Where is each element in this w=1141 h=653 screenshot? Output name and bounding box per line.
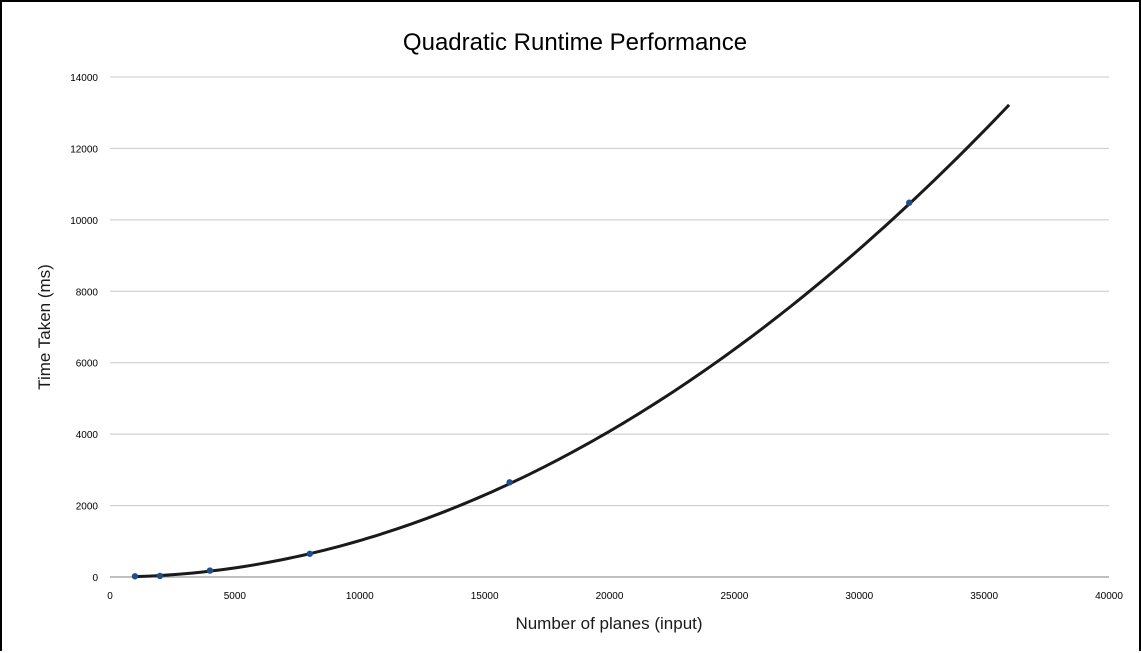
x-tick-label-40000: 40000 — [1095, 591, 1123, 602]
chart-title: Quadratic Runtime Performance — [403, 29, 747, 56]
data-point-0-2 — [206, 567, 214, 574]
data-point-0-3 — [306, 550, 313, 557]
y-tick-label-8000: 8000 — [76, 287, 99, 298]
y-axis-ticks: 0 2000 4000 6000 8000 10000 12000 14000 — [70, 73, 98, 584]
x-tick-label-0: 0 — [107, 591, 113, 602]
x-tick-label-15000: 15000 — [471, 591, 499, 602]
y-tick-label-12000: 12000 — [70, 144, 98, 155]
data-point-0-0 — [131, 573, 139, 580]
y-tick-label-4000: 4000 — [76, 430, 99, 441]
data-point-0-1 — [156, 572, 164, 580]
x-axis-ticks: 0 5000 10000 15000 20000 25000 30000 35000 40000 — [107, 591, 1123, 602]
x-tick-label-20000: 20000 — [596, 591, 624, 602]
y-tick-label-6000: 6000 — [76, 359, 99, 370]
trendline — [134, 103, 1011, 579]
y-axis-title: Time Taken (ms) — [35, 264, 54, 390]
gridlines — [110, 76, 1109, 507]
x-tick-label-25000: 25000 — [720, 591, 748, 602]
data-points — [131, 199, 913, 580]
data-point-0-4 — [506, 479, 513, 486]
y-tick-label-10000: 10000 — [70, 216, 98, 227]
data-point-0-5 — [906, 199, 913, 206]
y-tick-label-14000: 14000 — [70, 73, 98, 84]
y-tick-label-0: 0 — [92, 573, 98, 584]
y-tick-label-2000: 2000 — [76, 502, 99, 513]
x-tick-label-10000: 10000 — [346, 591, 374, 602]
x-tick-label-35000: 35000 — [970, 591, 998, 602]
x-axis-title: Number of planes (input) — [515, 614, 702, 633]
x-tick-label-5000: 5000 — [224, 591, 247, 602]
x-tick-label-30000: 30000 — [845, 591, 873, 602]
